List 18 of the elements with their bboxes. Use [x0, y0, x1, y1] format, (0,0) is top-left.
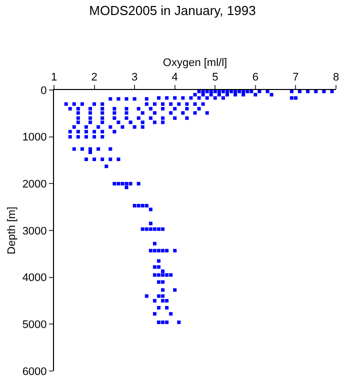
chart-title: MODS2005 in January, 1993: [89, 2, 256, 18]
x-tick-label: 8: [332, 72, 340, 84]
y-tick-label: 4000: [22, 272, 47, 284]
x-tick-label: 1: [50, 72, 58, 84]
x-tick-label: 4: [172, 72, 178, 84]
x-tick-label: 6: [252, 72, 258, 84]
y-tick-label: 2000: [22, 178, 47, 191]
x-tick-label: 7: [292, 72, 299, 84]
y-tick-label: 6000: [22, 366, 47, 378]
y-axis-title: Depth [m]: [6, 206, 18, 254]
y-tick-label: 3000: [22, 225, 47, 238]
x-axis-title: Oxygen [ml/l]: [162, 57, 228, 70]
x-tick-label: 3: [132, 72, 138, 84]
y-tick-label: 5000: [22, 319, 47, 332]
x-tick-label: 2: [91, 72, 98, 84]
y-tick-label: 0: [40, 84, 47, 97]
y-tick-label: 1000: [22, 132, 47, 144]
x-tick-label: 5: [212, 72, 218, 84]
